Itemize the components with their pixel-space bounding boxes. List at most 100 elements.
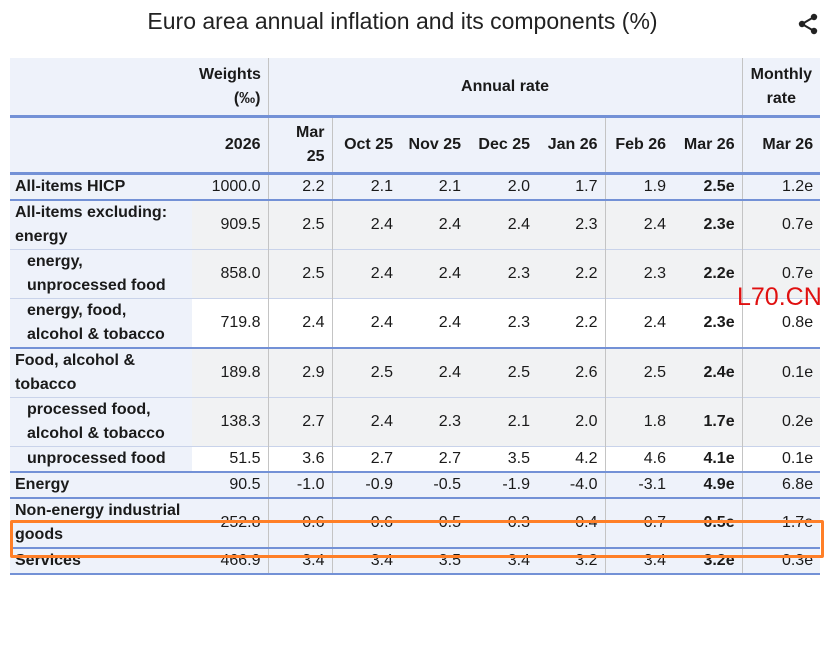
table-cell: 4.1e	[673, 446, 743, 472]
table-cell: 2.4	[400, 200, 468, 250]
table-cell: 252.8	[192, 498, 268, 548]
table-cell: 0.7e	[741, 249, 821, 299]
table-cell: 4.2	[537, 446, 605, 472]
table-cell: 3.5	[468, 446, 537, 472]
table-cell: 51.5	[192, 446, 268, 472]
table-cell: 2.4	[604, 298, 673, 348]
table-cell: 909.5	[192, 200, 268, 250]
table-cell: 0.1e	[741, 446, 821, 472]
table-cell: 0.6	[331, 498, 400, 548]
table-cell: 0.8e	[741, 298, 821, 348]
table-cell: 2.4	[604, 200, 673, 250]
table-cell: 0.4	[537, 498, 605, 548]
table-cell: 1.7e	[741, 498, 821, 548]
table-cell: 2.3e	[673, 200, 743, 250]
table-cell: 2.4	[267, 298, 332, 348]
table-cell: 466.9	[192, 548, 268, 574]
table-cell: 2.7	[400, 446, 468, 472]
table-cell: -4.0	[537, 472, 605, 498]
table-cell: 2.1	[400, 173, 468, 200]
row-label: unprocessed food	[10, 446, 192, 472]
table-cell: 2.4	[331, 200, 400, 250]
table-cell: 3.6	[267, 446, 332, 472]
table-cell: 2.4	[400, 348, 468, 398]
table-cell: 3.4	[604, 548, 673, 574]
corner-cell	[10, 58, 192, 118]
table-cell: 0.1e	[741, 348, 821, 398]
table-cell: 2.5e	[673, 173, 743, 200]
table-row: Services 466.9 3.4 3.4 3.5 3.4 3.2 3.4 3.2e 0.3e	[10, 548, 821, 574]
table-cell: 2.4	[468, 200, 537, 250]
weights-header: Weights (‰)	[192, 58, 268, 118]
column-header: Mar 26	[673, 116, 743, 175]
table-cell: 4.6	[604, 446, 673, 472]
table-cell: 1.8	[604, 397, 673, 447]
table-row: Non-energy industrial goods 252.8 0.6 0.6 0.…	[10, 498, 821, 548]
table-cell: 0.7	[604, 498, 673, 548]
table-cell: 3.4	[468, 548, 537, 574]
row-label: Energy	[10, 472, 192, 498]
table-cell: 1.2e	[741, 173, 821, 200]
table-cell: 2.3	[400, 397, 468, 447]
table-cell: 2.3	[604, 249, 673, 299]
table-cell: -0.9	[331, 472, 400, 498]
table-cell: 2.4	[331, 397, 400, 447]
table-cell: 719.8	[192, 298, 268, 348]
table-row: All-items excluding: energy 909.5 2.5 2.4 2.…	[10, 200, 821, 250]
table-cell: 0.6	[267, 498, 332, 548]
watermark: L70.CN	[737, 283, 822, 311]
row-label: Food, alcohol & tobacco	[10, 348, 192, 398]
table-cell: 2.7	[331, 446, 400, 472]
row-label: Non-energy industrial goods	[10, 498, 192, 548]
table-row: energy, food, alcohol & tobacco 719.8 2.4 2…	[10, 298, 821, 348]
table-cell: 2.2e	[673, 249, 743, 299]
table-row: All-items HICP 1000.0 2.2 2.1 2.1 2.0 1.7 1.9 2.…	[10, 173, 821, 200]
corner-cell	[10, 116, 192, 175]
inflation-table: Weights (‰) Annual rate Monthly rate 202…	[10, 58, 821, 575]
column-header: Feb 26	[604, 116, 673, 175]
table-cell: 1000.0	[192, 173, 268, 200]
table-cell: 3.4	[331, 548, 400, 574]
table-cell: 2.4	[331, 249, 400, 299]
table-cell: 2.5	[267, 200, 332, 250]
column-header: Mar 26	[741, 116, 821, 175]
table-cell: 2.5	[331, 348, 400, 398]
table-cell: 2.1	[331, 173, 400, 200]
table-cell: 3.5	[400, 548, 468, 574]
table-row: Food, alcohol & tobacco 189.8 2.9 2.5 2.4 2.5…	[10, 348, 821, 398]
table-cell: 2.3e	[673, 298, 743, 348]
monthly-rate-header: Monthly rate	[741, 58, 821, 118]
table-cell: 2.1	[468, 397, 537, 447]
table-cell: 2.3	[537, 200, 605, 250]
annual-rate-header: Annual rate	[267, 58, 743, 118]
row-label: processed food, alcohol & tobacco	[10, 397, 192, 447]
table-row: unprocessed food 51.5 3.6 2.7 2.7 3.5 4.2 4.6 4.…	[10, 446, 821, 472]
row-label: Services	[10, 548, 192, 574]
table-cell: 138.3	[192, 397, 268, 447]
column-header: 2026	[192, 116, 268, 175]
table-cell: 0.5	[400, 498, 468, 548]
table-cell: 2.2	[537, 298, 605, 348]
table-cell: 2.2	[537, 249, 605, 299]
table-cell: -1.9	[468, 472, 537, 498]
table-cell: 4.9e	[673, 472, 743, 498]
row-label: energy, food, alcohol & tobacco	[10, 298, 192, 348]
table-cell: 1.7	[537, 173, 605, 200]
table-cell: 2.3	[468, 249, 537, 299]
table-cell: 2.3	[468, 298, 537, 348]
table-cell: 3.2e	[673, 548, 743, 574]
table-cell: 2.5	[604, 348, 673, 398]
row-label: All-items HICP	[10, 173, 192, 200]
share-icon[interactable]	[796, 12, 820, 36]
table-cell: 0.7e	[741, 200, 821, 250]
table-cell: 1.9	[604, 173, 673, 200]
table-cell: 2.6	[537, 348, 605, 398]
table-cell: 90.5	[192, 472, 268, 498]
column-header: Dec 25	[468, 116, 537, 175]
column-header: Nov 25	[400, 116, 468, 175]
table-cell: 0.5e	[673, 498, 743, 548]
row-label: All-items excluding: energy	[10, 200, 192, 250]
table-cell: 2.2	[267, 173, 332, 200]
column-header: Mar 25	[267, 116, 332, 175]
table-cell: 3.4	[267, 548, 332, 574]
